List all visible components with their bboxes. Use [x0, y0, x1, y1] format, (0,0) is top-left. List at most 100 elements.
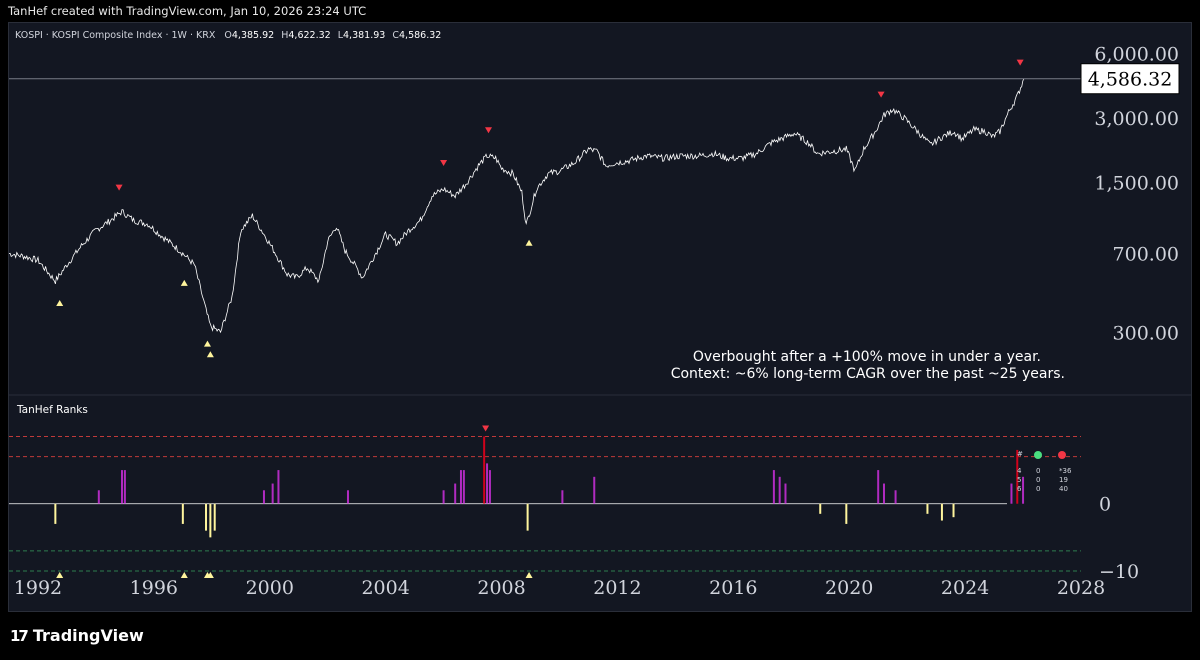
price-y-tick-label: 6,000.00	[1094, 44, 1179, 66]
buy-signal-marker	[206, 351, 214, 358]
indicator-bar	[271, 483, 274, 504]
indicator-bar	[882, 483, 885, 504]
legend-open-value: 4,385.92	[232, 30, 274, 41]
indicator-bar	[54, 503, 57, 524]
price-y-axis: 300.00 700.00 1,500.00 3,000.00 6,000.00	[1094, 44, 1179, 345]
price-y-tick-label: 700.00	[1113, 243, 1179, 265]
indicator-bar	[877, 470, 880, 504]
indicator-bar	[213, 503, 216, 531]
indicator-bar	[454, 483, 457, 504]
table-cell: *36	[1059, 467, 1072, 475]
indicator-title: TanHef Ranks	[16, 404, 88, 416]
x-tick-label: 2024	[941, 577, 989, 599]
indicator-bar	[442, 490, 445, 504]
sell-signal-marker	[1016, 59, 1024, 66]
x-tick-label: 2012	[593, 577, 641, 599]
table-cell: 0	[1036, 467, 1040, 475]
indicator-bar	[772, 470, 775, 504]
price-series-line	[9, 78, 1025, 334]
indicator-bar	[488, 470, 491, 504]
red-dot-icon	[1058, 451, 1066, 459]
tradingview-logo-text: TradingView	[32, 626, 144, 645]
buy-signal-marker	[56, 299, 64, 306]
legend-close-label: C	[392, 30, 399, 41]
legend-high-value: 4,622.32	[288, 30, 330, 41]
price-y-tick-label: 300.00	[1113, 322, 1179, 344]
indicator-bar	[845, 503, 848, 524]
indicator-bar	[277, 470, 280, 504]
table-cell: 19	[1059, 476, 1068, 484]
last-price-box	[1080, 63, 1180, 95]
indicator-bar	[926, 503, 929, 514]
indicator-bar	[181, 503, 184, 524]
indicator-bar	[459, 470, 462, 504]
annotation-line-1: Overbought after a +100% move in under a…	[693, 349, 1041, 365]
indicator-bar	[209, 503, 212, 538]
x-tick-label: 2008	[477, 577, 525, 599]
x-tick-label: 2020	[825, 577, 873, 599]
indicator-y-tick-label: −10	[1099, 561, 1139, 583]
indicator-pane[interactable]	[9, 425, 1081, 578]
table-cell: 0	[1036, 476, 1040, 484]
x-tick-label: 2000	[246, 577, 294, 599]
chart-frame[interactable]: KOSPI · KOSPI Composite Index · 1W · KRX…	[8, 22, 1192, 612]
chart-canvas[interactable]: KOSPI · KOSPI Composite Index · 1W · KRX…	[9, 23, 1192, 612]
indicator-bar	[526, 503, 529, 531]
buy-signal-marker	[203, 340, 211, 347]
price-y-tick-label: 1,500.00	[1094, 173, 1179, 195]
indicator-bar	[1022, 476, 1025, 504]
buy-signal-marker	[525, 239, 533, 246]
table-cell: 40	[1059, 485, 1068, 493]
indicator-bar	[97, 490, 100, 504]
sell-signal-marker	[115, 184, 123, 191]
x-tick-label: 1992	[14, 577, 62, 599]
indicator-bar	[262, 490, 265, 504]
legend-symbol: KOSPI · KOSPI Composite Index · 1W · KRX	[15, 30, 216, 41]
indicator-y-tick-label: 0	[1099, 494, 1111, 516]
indicator-bar	[819, 503, 822, 514]
green-dot-icon	[1034, 451, 1042, 459]
legend-low-value: 4,381.93	[343, 30, 385, 41]
indicator-bar	[1010, 483, 1013, 504]
indicator-bar	[784, 483, 787, 504]
legend-open-label: O	[224, 30, 231, 41]
indicator-buy-marker	[206, 572, 214, 578]
buy-signal-marker	[180, 279, 188, 286]
indicator-bar	[561, 490, 564, 504]
sell-signal-marker	[440, 160, 448, 167]
indicator-bar	[462, 470, 465, 504]
indicator-bar	[894, 490, 897, 504]
last-price-label: 4,586.32	[1088, 69, 1173, 91]
tradingview-logo[interactable]: 17 TradingView	[10, 626, 144, 645]
table-cell: 6	[1017, 485, 1022, 493]
indicator-table: # 4 0 *365 0 196 0 40	[1017, 450, 1072, 493]
price-y-tick-label: 3,000.00	[1094, 108, 1179, 130]
legend-low-label: L	[338, 30, 344, 41]
table-cell: 4	[1017, 467, 1022, 475]
indicator-bar	[120, 470, 123, 504]
x-tick-label: 2016	[709, 577, 757, 599]
legend-close-value: 4,586.32	[399, 30, 441, 41]
indicator-bar	[483, 436, 486, 504]
indicator-bar	[940, 503, 943, 521]
indicator-buy-marker	[56, 572, 64, 578]
indicator-bar	[486, 463, 489, 504]
indicator-y-axis: 0 −10	[1099, 494, 1139, 583]
x-axis: 1992 1996 2000 2004 2008 2012 2016 2020 2024 2028	[14, 577, 1105, 599]
svg-text:KOSPI · KOSPI Composite Index: KOSPI · KOSPI Composite Index · 1W · KRX…	[15, 30, 441, 41]
indicator-buy-marker	[525, 572, 533, 578]
attribution-bar: TanHef created with TradingView.com, Jan…	[0, 0, 1200, 22]
indicator-bar	[205, 503, 208, 531]
indicator-bar	[593, 476, 596, 504]
table-cell: 0	[1036, 485, 1040, 493]
price-pane[interactable]	[9, 59, 1025, 358]
table-cell: 5	[1017, 476, 1021, 484]
indicator-bar	[1016, 449, 1019, 504]
sell-signal-marker	[485, 127, 493, 134]
indicator-sell-marker	[482, 425, 490, 432]
tradingview-logo-icon: 17	[10, 626, 29, 645]
indicator-buy-marker	[180, 572, 188, 578]
legend-high-label: H	[281, 30, 288, 41]
indicator-bar	[123, 470, 126, 504]
indicator-bar	[346, 490, 349, 504]
